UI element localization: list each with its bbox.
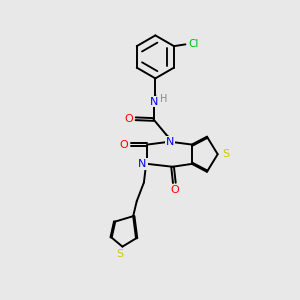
Text: O: O bbox=[170, 185, 179, 195]
Text: O: O bbox=[120, 140, 129, 150]
Text: S: S bbox=[222, 149, 229, 159]
Text: Cl: Cl bbox=[188, 39, 199, 49]
Text: N: N bbox=[166, 137, 174, 147]
Text: N: N bbox=[149, 97, 158, 106]
Text: N: N bbox=[138, 159, 147, 169]
Text: O: O bbox=[124, 114, 133, 124]
Text: H: H bbox=[160, 94, 167, 104]
Text: S: S bbox=[116, 249, 123, 259]
